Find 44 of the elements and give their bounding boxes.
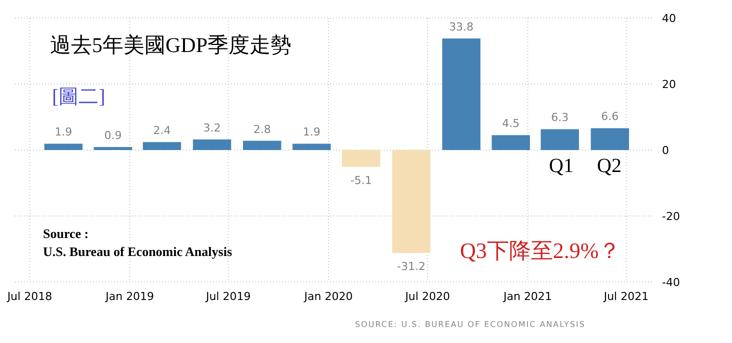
data-label: 3.2 <box>203 121 221 134</box>
y-tick-label: -20 <box>662 210 680 223</box>
x-tick-label: Jan 2021 <box>502 290 552 303</box>
data-label: 6.6 <box>601 110 619 124</box>
y-tick-label: 40 <box>662 12 676 25</box>
annotation: U.S. Bureau of Economic Analysis <box>43 244 232 259</box>
x-tick-label: Jul 2018 <box>6 290 52 303</box>
x-tick-label: Jul 2019 <box>204 290 251 303</box>
bar <box>392 150 430 253</box>
bar <box>342 150 380 167</box>
data-label: -31.2 <box>397 260 426 273</box>
annotation: Source : <box>43 226 89 241</box>
annotation: [圖二] <box>52 86 106 108</box>
data-label: 1.9 <box>302 126 320 139</box>
data-label: -5.1 <box>350 174 372 187</box>
bar <box>44 144 83 150</box>
annotation: Q3下降至2.9%？ <box>460 238 621 263</box>
annotation: Q2 <box>597 155 622 177</box>
bar <box>243 140 282 150</box>
x-tick-label: Jul 2020 <box>404 290 450 303</box>
data-label: 6.3 <box>551 111 569 124</box>
y-tick-label: -40 <box>662 276 680 289</box>
y-tick-label: 20 <box>662 78 676 91</box>
text: 過去5年美國GDP季度走勢 <box>50 33 292 57</box>
bar <box>142 142 182 150</box>
data-label: 2.8 <box>253 122 271 136</box>
data-label: 1.9 <box>54 126 72 139</box>
x-tick-label: Jul 2021 <box>602 290 649 303</box>
x-tick-label: Jan 2020 <box>303 290 353 303</box>
bar <box>192 139 232 150</box>
y-tick-label: 0 <box>662 144 669 157</box>
data-label: 4.5 <box>502 117 520 130</box>
bar <box>540 129 579 150</box>
annotation: Q1 <box>549 155 574 177</box>
bar <box>94 147 132 150</box>
bar <box>492 135 530 150</box>
source-note: SOURCE: U.S. BUREAU OF ECONOMIC ANALYSIS <box>355 320 586 329</box>
x-tick-label: Jan 2019 <box>104 290 154 303</box>
data-label: 33.8 <box>449 20 474 34</box>
bar <box>292 144 331 150</box>
bar <box>590 128 630 150</box>
data-label: 0.9 <box>104 129 122 142</box>
bar <box>442 38 480 150</box>
data-label: 2.4 <box>153 124 171 138</box>
